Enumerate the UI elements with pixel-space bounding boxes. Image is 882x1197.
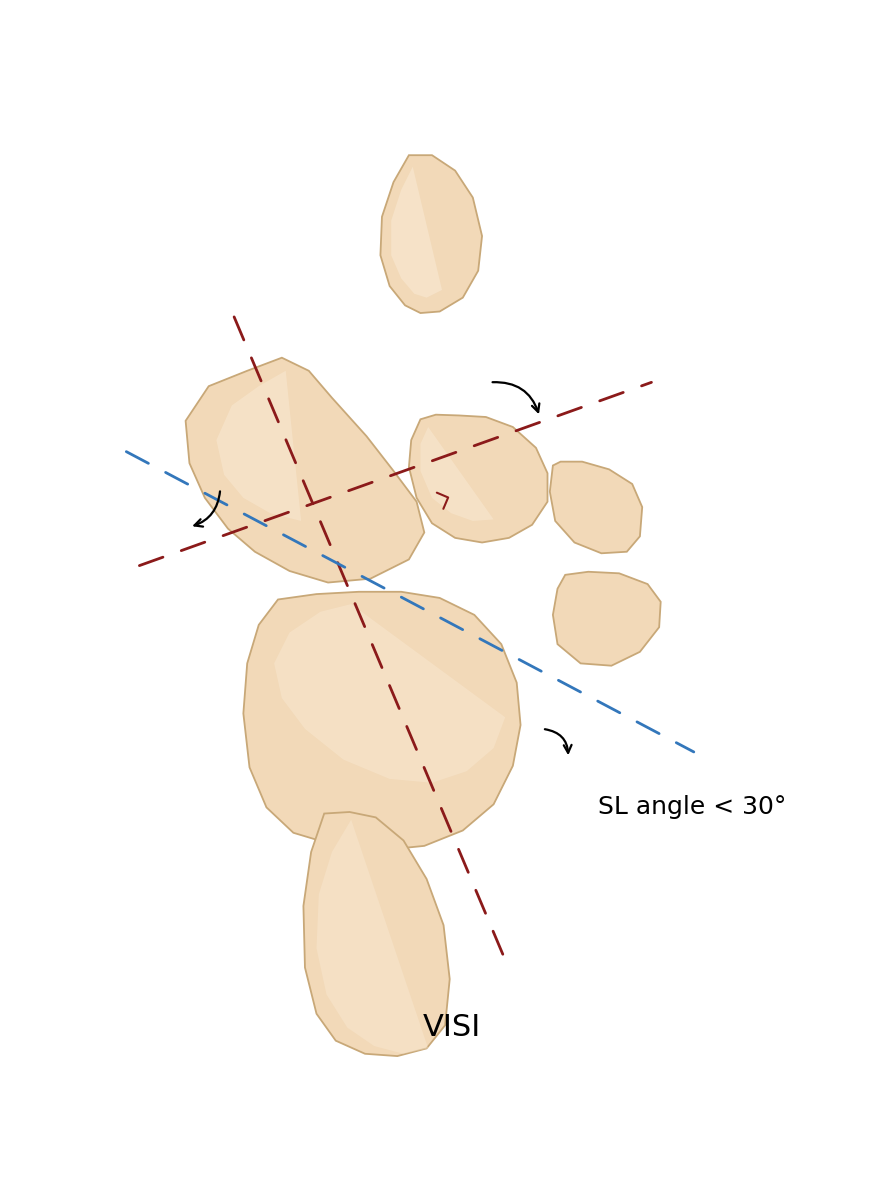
Polygon shape <box>421 427 494 521</box>
Polygon shape <box>303 812 450 1056</box>
Polygon shape <box>317 820 428 1053</box>
Polygon shape <box>274 604 505 783</box>
Polygon shape <box>216 371 301 521</box>
Polygon shape <box>549 462 642 553</box>
Polygon shape <box>409 414 548 542</box>
Polygon shape <box>243 591 520 851</box>
Polygon shape <box>553 572 661 666</box>
Polygon shape <box>185 358 424 583</box>
Text: SL angle < 30°: SL angle < 30° <box>598 795 786 820</box>
Text: VISI: VISI <box>422 1013 482 1043</box>
Polygon shape <box>392 166 442 298</box>
Polygon shape <box>380 156 482 314</box>
